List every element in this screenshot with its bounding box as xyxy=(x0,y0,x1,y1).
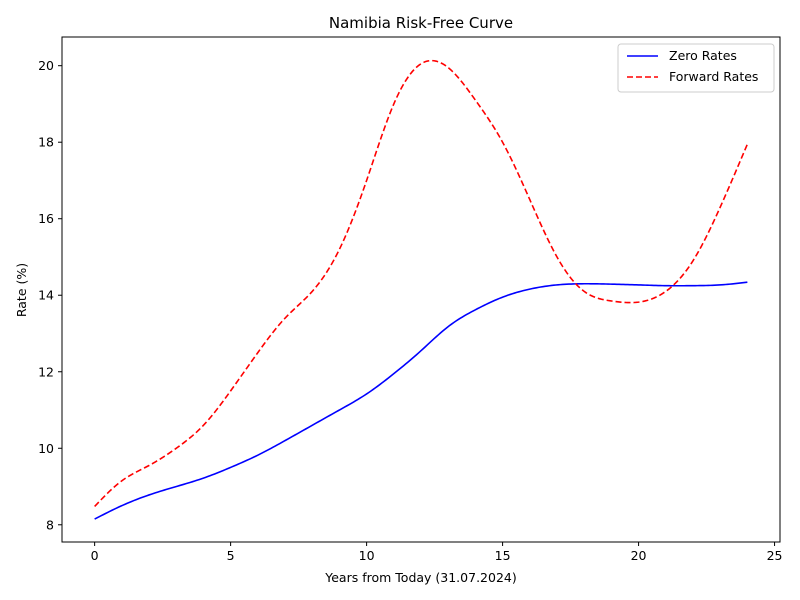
series-layer xyxy=(94,59,749,520)
data-point-forward-rates xyxy=(230,390,232,392)
data-point-forward-rates xyxy=(148,465,150,467)
data-point-forward-rates xyxy=(447,67,449,69)
data-point-zero-rates xyxy=(339,409,341,411)
data-point-forward-rates xyxy=(502,141,504,143)
x-tick-label: 25 xyxy=(767,548,783,563)
data-point-zero-rates xyxy=(747,281,749,283)
plot-frame xyxy=(61,36,781,543)
x-tick-label: 15 xyxy=(495,548,511,563)
chart-title: Namibia Risk-Free Curve xyxy=(329,14,513,32)
data-point-zero-rates xyxy=(611,283,613,285)
x-tick-label: 5 xyxy=(227,548,235,563)
y-tick-label: 16 xyxy=(38,211,54,226)
x-axis-ticks: 0 5 10 15 20 25 xyxy=(91,542,783,563)
data-point-zero-rates xyxy=(393,373,395,375)
data-point-zero-rates xyxy=(366,393,368,395)
x-tick-label: 0 xyxy=(91,548,99,563)
y-tick-label: 14 xyxy=(38,288,54,303)
data-point-forward-rates xyxy=(611,300,613,302)
data-point-zero-rates xyxy=(148,494,150,496)
data-point-zero-rates xyxy=(556,284,558,286)
data-point-forward-rates xyxy=(366,180,368,182)
legend: Zero Rates Forward Rates xyxy=(617,43,775,93)
data-point-forward-rates xyxy=(719,206,721,208)
data-point-forward-rates xyxy=(692,260,694,262)
series-line-forward-rates xyxy=(94,59,749,507)
x-axis-label: Years from Today (31.07.2024) xyxy=(324,570,516,585)
data-point-forward-rates xyxy=(475,99,477,101)
data-point-forward-rates xyxy=(747,143,749,145)
data-point-zero-rates xyxy=(692,285,694,287)
legend-label-zero-rates: Zero Rates xyxy=(669,48,737,63)
data-point-forward-rates xyxy=(94,506,96,508)
data-point-zero-rates xyxy=(311,425,313,427)
data-point-forward-rates xyxy=(665,291,667,293)
data-point-zero-rates xyxy=(284,440,286,442)
data-point-forward-rates xyxy=(203,425,205,427)
y-tick-label: 12 xyxy=(38,364,54,379)
data-point-forward-rates xyxy=(257,352,259,354)
y-tick-label: 20 xyxy=(38,58,54,73)
data-point-forward-rates xyxy=(284,317,286,319)
legend-label-forward-rates: Forward Rates xyxy=(669,69,758,84)
data-point-zero-rates xyxy=(420,350,422,352)
data-point-forward-rates xyxy=(311,291,313,293)
data-point-zero-rates xyxy=(257,454,259,456)
data-point-forward-rates xyxy=(583,291,585,293)
data-point-zero-rates xyxy=(203,477,205,479)
data-point-zero-rates xyxy=(529,288,531,290)
y-axis-label: Rate (%) xyxy=(14,263,29,317)
data-point-forward-rates xyxy=(556,256,558,258)
data-point-zero-rates xyxy=(475,309,477,311)
data-point-forward-rates xyxy=(121,480,123,482)
data-point-forward-rates xyxy=(638,301,640,303)
data-point-forward-rates xyxy=(339,249,341,251)
y-axis-ticks: 8 10 12 14 16 18 20 xyxy=(38,58,62,532)
x-tick-label: 20 xyxy=(631,548,647,563)
data-point-zero-rates xyxy=(447,326,449,328)
series-line-zero-rates xyxy=(94,281,748,520)
data-point-zero-rates xyxy=(583,283,585,285)
x-tick-label: 10 xyxy=(359,548,375,563)
data-point-zero-rates xyxy=(665,285,667,287)
data-point-zero-rates xyxy=(719,284,721,286)
data-point-forward-rates xyxy=(393,103,395,105)
data-point-zero-rates xyxy=(121,505,123,507)
data-point-forward-rates xyxy=(175,447,177,449)
data-point-forward-rates xyxy=(529,199,531,201)
data-point-forward-rates xyxy=(420,63,422,65)
y-tick-label: 18 xyxy=(38,135,54,150)
data-point-zero-rates xyxy=(502,296,504,298)
y-tick-label: 10 xyxy=(38,441,54,456)
y-tick-label: 8 xyxy=(46,517,54,532)
data-point-zero-rates xyxy=(230,467,232,469)
data-point-zero-rates xyxy=(94,518,96,520)
data-point-zero-rates xyxy=(638,284,640,286)
data-point-zero-rates xyxy=(175,486,177,488)
